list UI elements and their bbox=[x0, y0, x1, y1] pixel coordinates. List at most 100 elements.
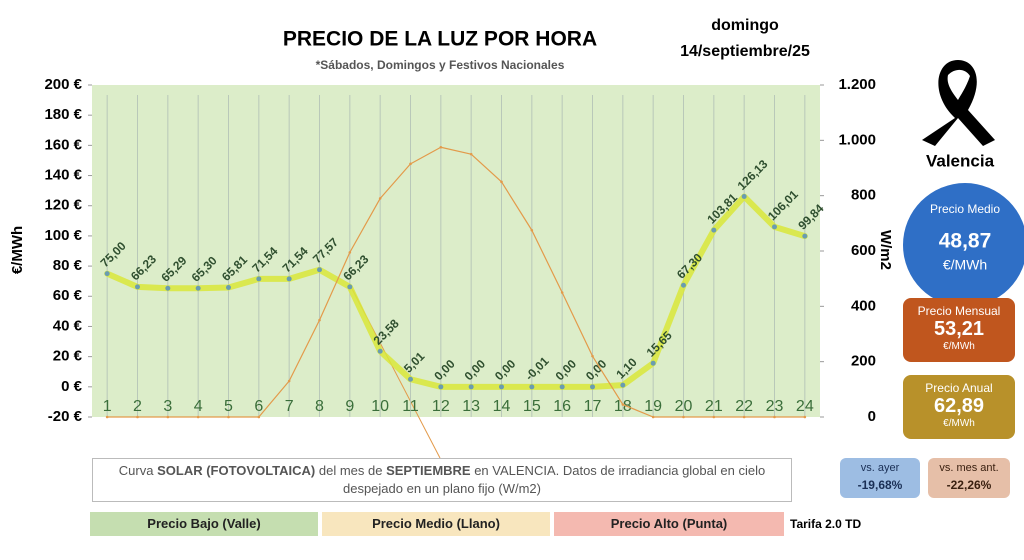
solar-point bbox=[257, 415, 261, 419]
annual-value: 62,89 bbox=[933, 395, 985, 417]
solar-point bbox=[803, 415, 807, 419]
city: Valencia bbox=[926, 151, 995, 170]
solar-point bbox=[530, 228, 534, 232]
y-tick-label: 120 € bbox=[44, 197, 82, 214]
solar-point bbox=[742, 415, 746, 419]
price-line bbox=[104, 193, 808, 390]
plot-area bbox=[92, 85, 820, 417]
y-tick-label: 140 € bbox=[44, 167, 82, 184]
monthly-box: Precio Mensual 53,21 €/MWh bbox=[903, 298, 1015, 362]
x-tick-label: 15 bbox=[523, 398, 541, 415]
tariff: Tarifa 2.0 TD bbox=[790, 517, 862, 531]
y-tick-label: 40 € bbox=[53, 317, 83, 334]
monthly-unit: €/MWh bbox=[943, 341, 975, 352]
price-point bbox=[317, 267, 322, 273]
y2-tick-label: 1.200 bbox=[838, 76, 876, 93]
x-tick-label: 18 bbox=[614, 398, 632, 415]
y2-tick-label: 800 bbox=[851, 187, 876, 204]
vs-month-box: vs. mes ant. -22,26% bbox=[928, 458, 1010, 498]
price-point bbox=[165, 285, 171, 291]
vs-month-value: -22,26% bbox=[946, 478, 992, 492]
y2-tick-label: 600 bbox=[851, 242, 876, 259]
solar-point bbox=[712, 415, 716, 419]
note-text: del mes de bbox=[315, 463, 387, 478]
solar-point bbox=[378, 197, 382, 200]
y-tick-label: -20 € bbox=[48, 408, 83, 425]
price-point bbox=[347, 284, 353, 290]
x-tick-label: 17 bbox=[584, 398, 602, 415]
note: Curva SOLAR (FOTOVOLTAICA) del mes de SE… bbox=[92, 458, 792, 502]
note-text: en VALENCIA. Datos de irradiancia global… bbox=[342, 463, 766, 496]
note-bold: SEPTIEMBRE bbox=[386, 463, 471, 478]
price-point bbox=[256, 276, 262, 282]
vs-yesterday-value: -19,68% bbox=[857, 478, 903, 492]
avg-price-unit: €/MWh bbox=[943, 257, 987, 273]
y-tick-label: 200 € bbox=[44, 76, 82, 93]
band-low: Precio Bajo (Valle) bbox=[90, 512, 318, 536]
y2-tick-label: 200 bbox=[851, 353, 876, 370]
price-point bbox=[468, 384, 474, 390]
x-tick-label: 13 bbox=[462, 398, 480, 415]
solar-point bbox=[348, 251, 352, 254]
vs-yesterday-label: vs. ayer bbox=[860, 462, 900, 474]
x-tick-label: 1 bbox=[103, 398, 112, 415]
solar-point bbox=[560, 291, 564, 294]
solar-point bbox=[105, 415, 109, 419]
price-point bbox=[135, 284, 140, 290]
y-tick-label: 180 € bbox=[44, 106, 82, 123]
x-tick-label: 14 bbox=[493, 398, 511, 415]
price-point bbox=[226, 285, 231, 291]
price-point bbox=[195, 285, 201, 291]
solar-point bbox=[227, 415, 230, 419]
avg-price-circle bbox=[903, 183, 1024, 307]
band-mid: Precio Medio (Llano) bbox=[322, 512, 550, 536]
y-tick-label: 60 € bbox=[53, 287, 83, 304]
price-point bbox=[104, 271, 110, 277]
price-point bbox=[681, 282, 686, 288]
price-point bbox=[650, 360, 656, 366]
price-point bbox=[438, 384, 444, 390]
y2-tick-label: 0 bbox=[868, 408, 876, 425]
note-bold: SOLAR (FOTOVOLTAICA) bbox=[157, 463, 316, 478]
x-tick-label: 23 bbox=[766, 398, 784, 415]
y2-tick-label: 400 bbox=[851, 297, 876, 314]
solar-point bbox=[500, 180, 503, 184]
x-tick-label: 19 bbox=[644, 398, 662, 415]
annual-unit: €/MWh bbox=[943, 418, 975, 429]
x-tick-label: 8 bbox=[315, 398, 324, 415]
solar-point bbox=[196, 415, 200, 419]
price-point bbox=[286, 276, 292, 282]
solar-point bbox=[469, 152, 473, 156]
solar-point bbox=[621, 403, 625, 406]
price-point bbox=[620, 382, 626, 388]
x-tick-label: 7 bbox=[285, 398, 294, 415]
solar-point bbox=[318, 318, 321, 322]
x-tick-label: 5 bbox=[224, 398, 233, 415]
price-point bbox=[408, 376, 413, 382]
price-point bbox=[529, 384, 535, 390]
x-tick-label: 4 bbox=[194, 398, 203, 415]
solar-point bbox=[166, 415, 170, 419]
vs-month-label: vs. mes ant. bbox=[939, 462, 999, 474]
solar-point bbox=[651, 415, 655, 419]
ribbon-icon bbox=[922, 60, 995, 146]
price-point bbox=[741, 193, 747, 199]
date-weekday: domingo bbox=[711, 17, 779, 34]
price-point bbox=[559, 384, 565, 390]
monthly-label: Precio Mensual bbox=[917, 304, 1001, 318]
vs-yesterday-box: vs. ayer -19,68% bbox=[840, 458, 920, 498]
solar-point bbox=[591, 354, 594, 358]
annual-box: Precio Anual 62,89 €/MWh bbox=[903, 375, 1015, 439]
avg-price-label: Precio Medio bbox=[930, 202, 1000, 216]
y-tick-label: 160 € bbox=[44, 136, 82, 153]
x-tick-label: 21 bbox=[705, 398, 723, 415]
x-tick-label: 6 bbox=[254, 398, 263, 415]
y-axis-title: €/MWh bbox=[9, 226, 26, 274]
avg-price-value: 48,87 bbox=[939, 230, 992, 253]
solar-line bbox=[106, 146, 806, 418]
y-tick-label: 0 € bbox=[61, 378, 83, 395]
solar-point bbox=[136, 415, 139, 419]
price-point bbox=[377, 348, 383, 354]
annual-label: Precio Anual bbox=[925, 381, 993, 395]
price-point bbox=[772, 224, 777, 230]
